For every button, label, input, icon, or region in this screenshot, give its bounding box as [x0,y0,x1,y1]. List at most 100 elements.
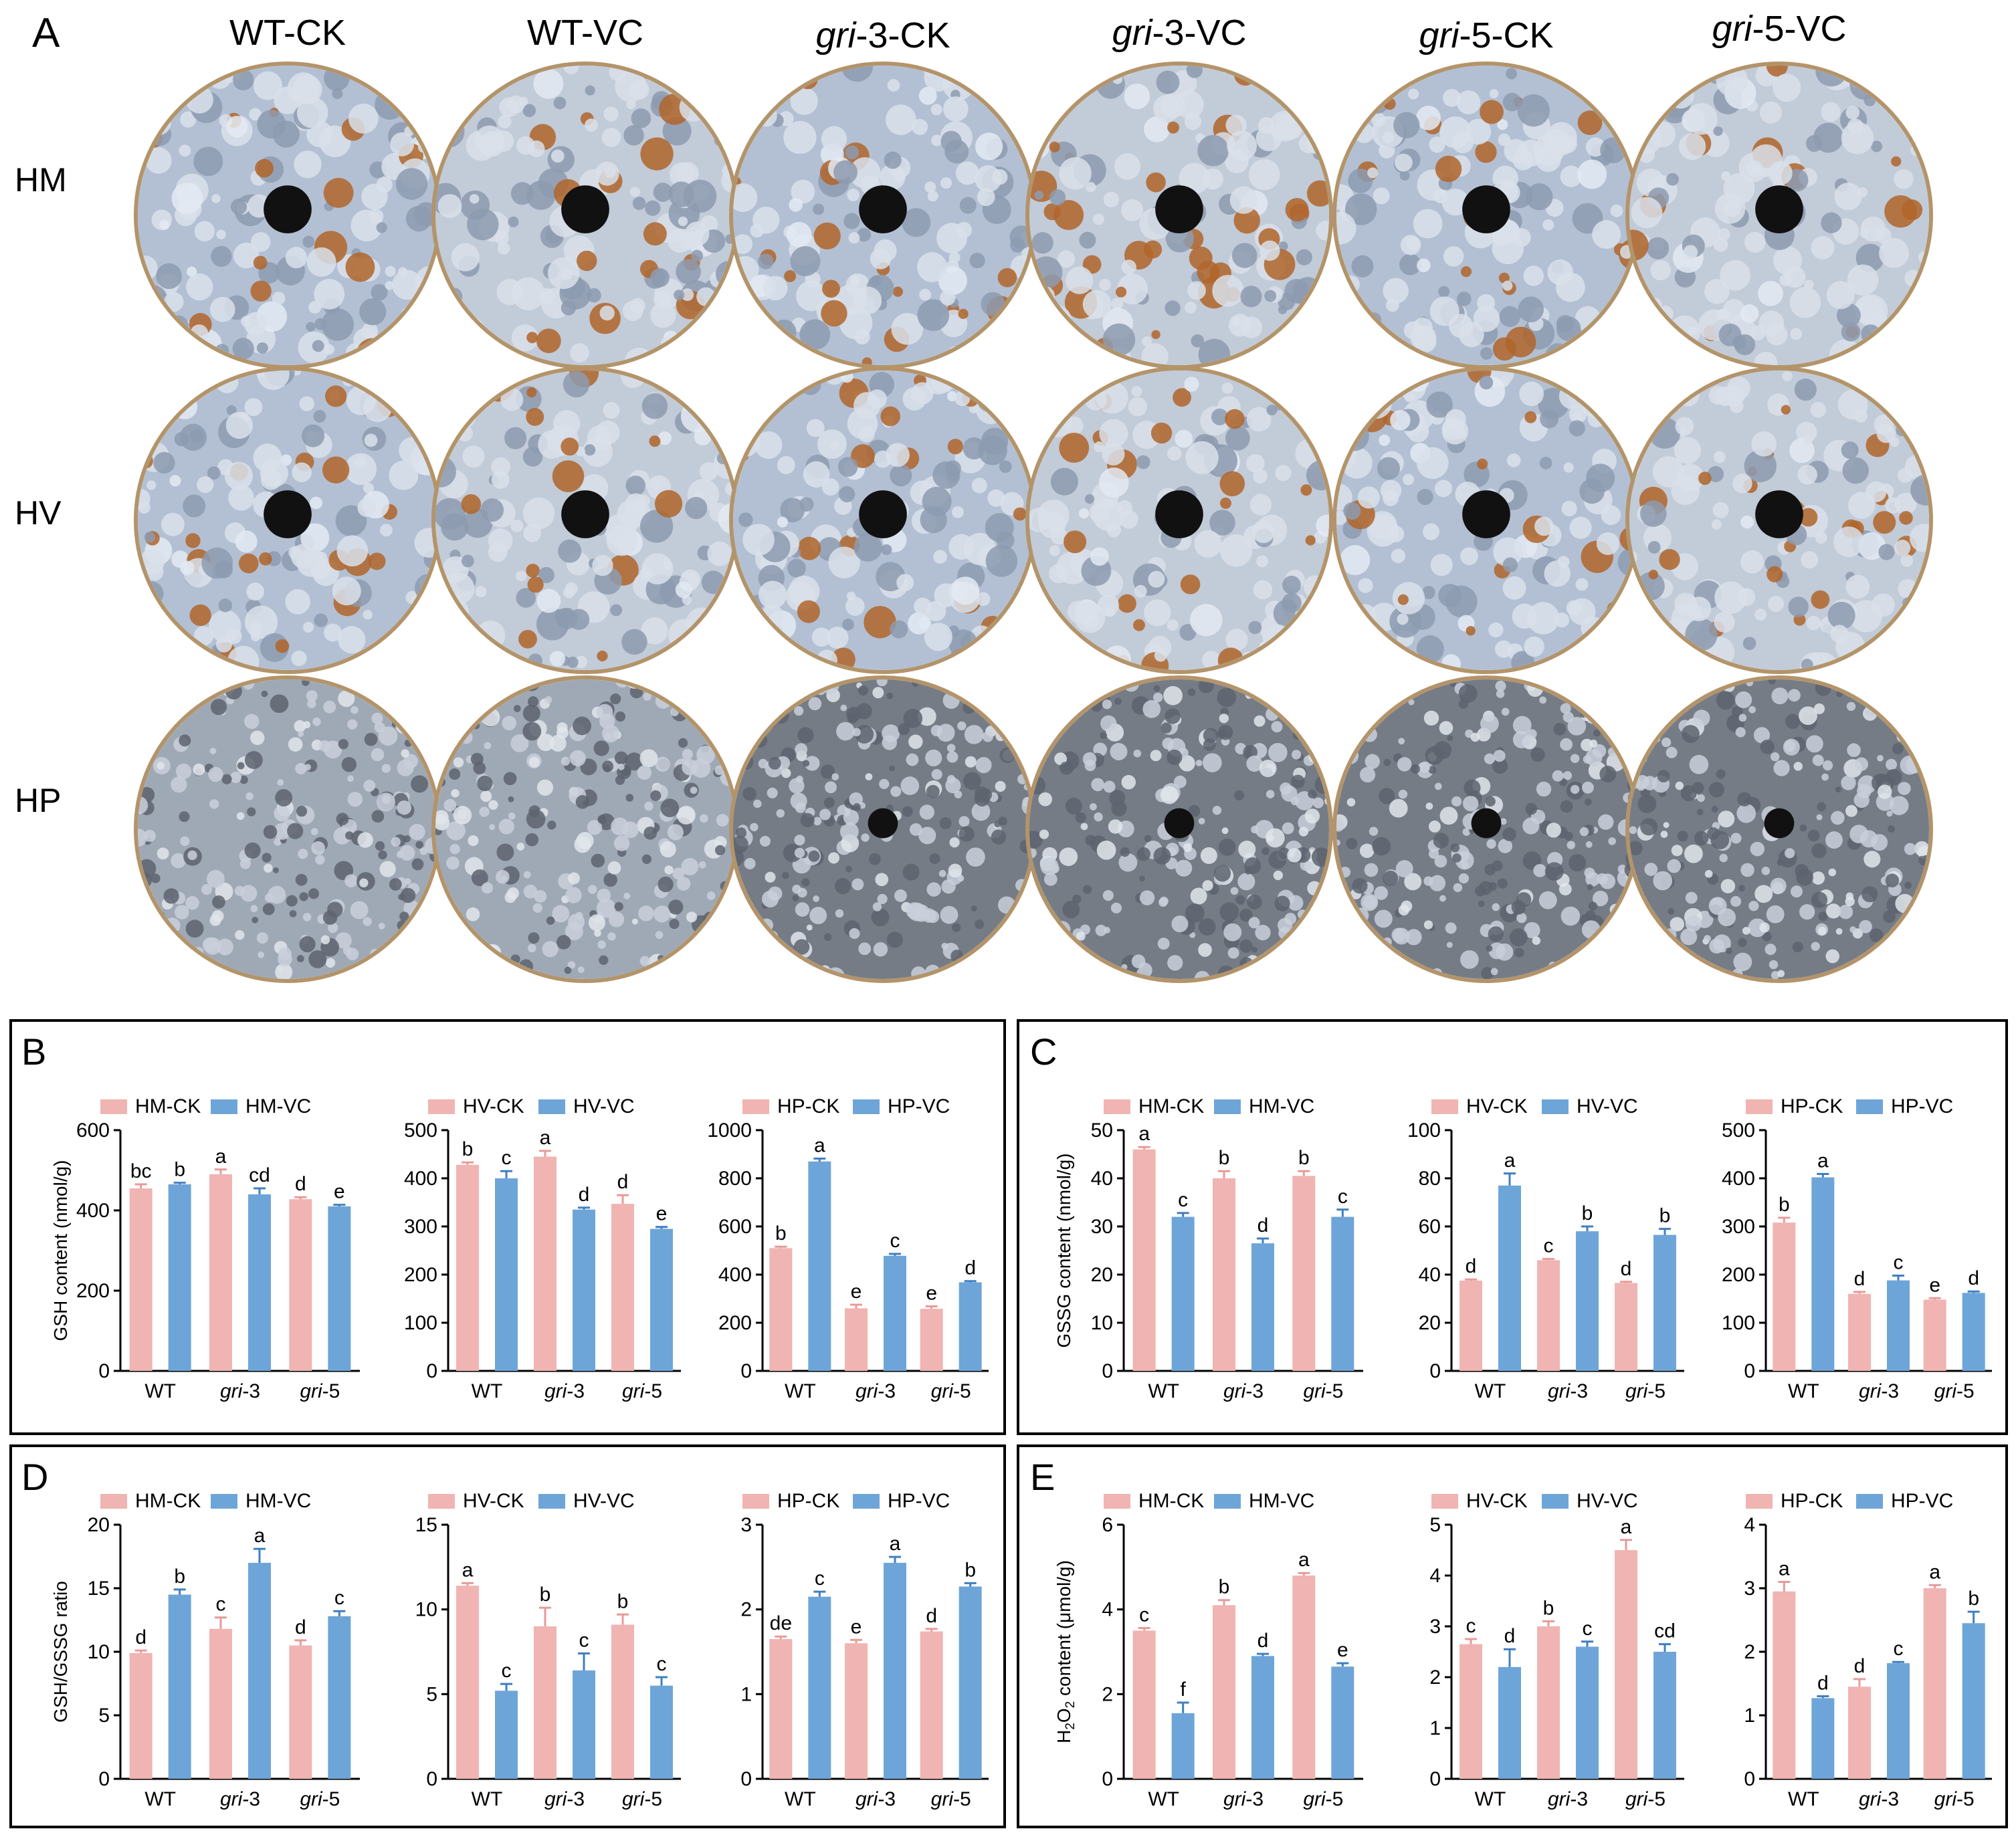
significance-letter: c [1139,1604,1149,1626]
legend-swatch [100,1099,127,1114]
significance-letter: e [656,1203,668,1225]
bar [1292,1176,1316,1371]
significance-letter: b [1298,1147,1310,1169]
y-tick-label: 0 [426,1768,437,1790]
column-header-suffix: -CK [283,13,346,53]
significance-letter: c [657,1653,667,1675]
row-header: HM [15,161,67,199]
y-tick-label: 20 [1419,1312,1441,1334]
legend-label: HP-VC [888,1490,950,1512]
legend-label: HV-CK [1466,1095,1528,1117]
x-tick-label-italic: gri [622,1380,645,1402]
y-axis-label-part: H [1053,1730,1074,1743]
x-tick-label: gri-5 [1303,1380,1343,1402]
significance-letter: c [216,1594,226,1616]
bar [611,1204,634,1371]
x-tick-label-italic: gri [1303,1788,1326,1810]
y-tick-label: 80 [1419,1168,1441,1190]
culture-photo [1025,675,1333,983]
x-tick-label-suffix: -3 [1570,1788,1588,1810]
y-tick-label: 0 [1744,1768,1755,1790]
significance-letter: b [540,1584,551,1606]
legend-label: HM-VC [1249,1095,1314,1117]
y-tick-label: 200 [1722,1264,1755,1286]
bar [769,1639,793,1779]
y-tick-label: 2 [1429,1666,1441,1689]
significance-letter: d [617,1171,629,1193]
x-tick-label: WT [1788,1788,1819,1810]
x-tick-label-suffix: -5 [322,1788,340,1810]
significance-letter: a [1929,1561,1940,1583]
bar [1576,1646,1599,1779]
x-tick-label-suffix: -5 [1647,1788,1666,1810]
x-tick-label: WT [144,1788,176,1810]
x-tick-label-italic: gri [300,1788,323,1810]
y-tick-label: 400 [718,1264,752,1286]
y-tick-label: 1000 [707,1119,752,1142]
x-tick-label: WT [1788,1380,1819,1402]
x-tick-label: WT [144,1380,176,1402]
column-header: WT-CK [154,12,421,53]
x-tick-label-suffix: -5 [953,1380,971,1402]
significance-letter: a [462,1559,474,1581]
x-tick-label-italic: gri [1303,1380,1326,1402]
x-tick-label: gri-5 [622,1788,662,1810]
legend-label: HM-CK [135,1490,201,1512]
x-tick-label: gri-3 [1223,1788,1264,1810]
bar [573,1209,595,1371]
y-tick-label: 2 [740,1599,752,1621]
legend-swatch [1542,1099,1569,1114]
significance-letter: a [1138,1123,1150,1145]
bar [534,1626,557,1779]
bar [534,1156,557,1371]
significance-letter: b [1968,1588,1979,1610]
y-tick-label: 5 [1429,1514,1441,1536]
y-tick-label: 50 [1091,1119,1113,1142]
culture-photo [1332,366,1640,674]
column-header-prefix: gri [815,15,856,56]
x-tick-label-italic: gri [1859,1380,1882,1402]
legend-swatch [742,1099,769,1114]
x-tick-label-suffix: -3 [567,1380,585,1402]
x-tick-label-italic: gri [855,1788,879,1810]
culture-photo [1025,366,1333,674]
significance-letter: d [1257,1214,1269,1236]
culture-photo [1625,62,1933,369]
x-tick-label: WT [1148,1788,1179,1810]
column-header: gri-3-VC [1045,12,1313,53]
bar [1773,1591,1796,1779]
x-tick-label: WT [1475,1380,1506,1402]
x-tick-label: gri-5 [300,1788,340,1810]
significance-letter: e [851,1281,862,1303]
y-tick-label: 500 [1722,1119,1755,1142]
y-axis-label: GSSG content (nmol/g) [1053,1153,1074,1347]
x-tick-label-italic: gri [1548,1788,1571,1810]
bar [1537,1260,1560,1371]
legend-swatch [1214,1099,1241,1114]
y-tick-label: 30 [1091,1216,1113,1238]
legend-label: HM-VC [245,1490,311,1512]
significance-letter: b [775,1222,787,1245]
x-tick-label-italic: gri [1548,1380,1571,1402]
x-tick-label: gri-3 [1548,1788,1588,1810]
x-tick-label: gri-5 [1934,1788,1975,1810]
significance-letter: a [1298,1549,1310,1571]
bar [1213,1178,1235,1371]
legend-label: HV-VC [1577,1490,1638,1512]
x-tick-label: gri-3 [1548,1380,1588,1402]
bar [495,1691,518,1779]
legend-swatch [428,1099,455,1114]
x-tick-label-suffix: -5 [1956,1380,1975,1402]
significance-letter: a [1817,1150,1829,1172]
x-tick-label: gri-5 [931,1788,971,1810]
x-tick-label: gri-3 [855,1380,896,1402]
bar [1615,1283,1637,1371]
y-tick-label: 0 [1744,1360,1755,1382]
significance-letter: e [1929,1274,1940,1296]
bar [1132,1149,1156,1371]
x-tick-label-suffix: -5 [644,1788,662,1810]
x-tick-label-suffix: -3 [1245,1788,1264,1810]
y-tick-label: 200 [76,1280,110,1302]
y-axis-label: H2O2 content (μmol/g) [1053,1560,1078,1743]
